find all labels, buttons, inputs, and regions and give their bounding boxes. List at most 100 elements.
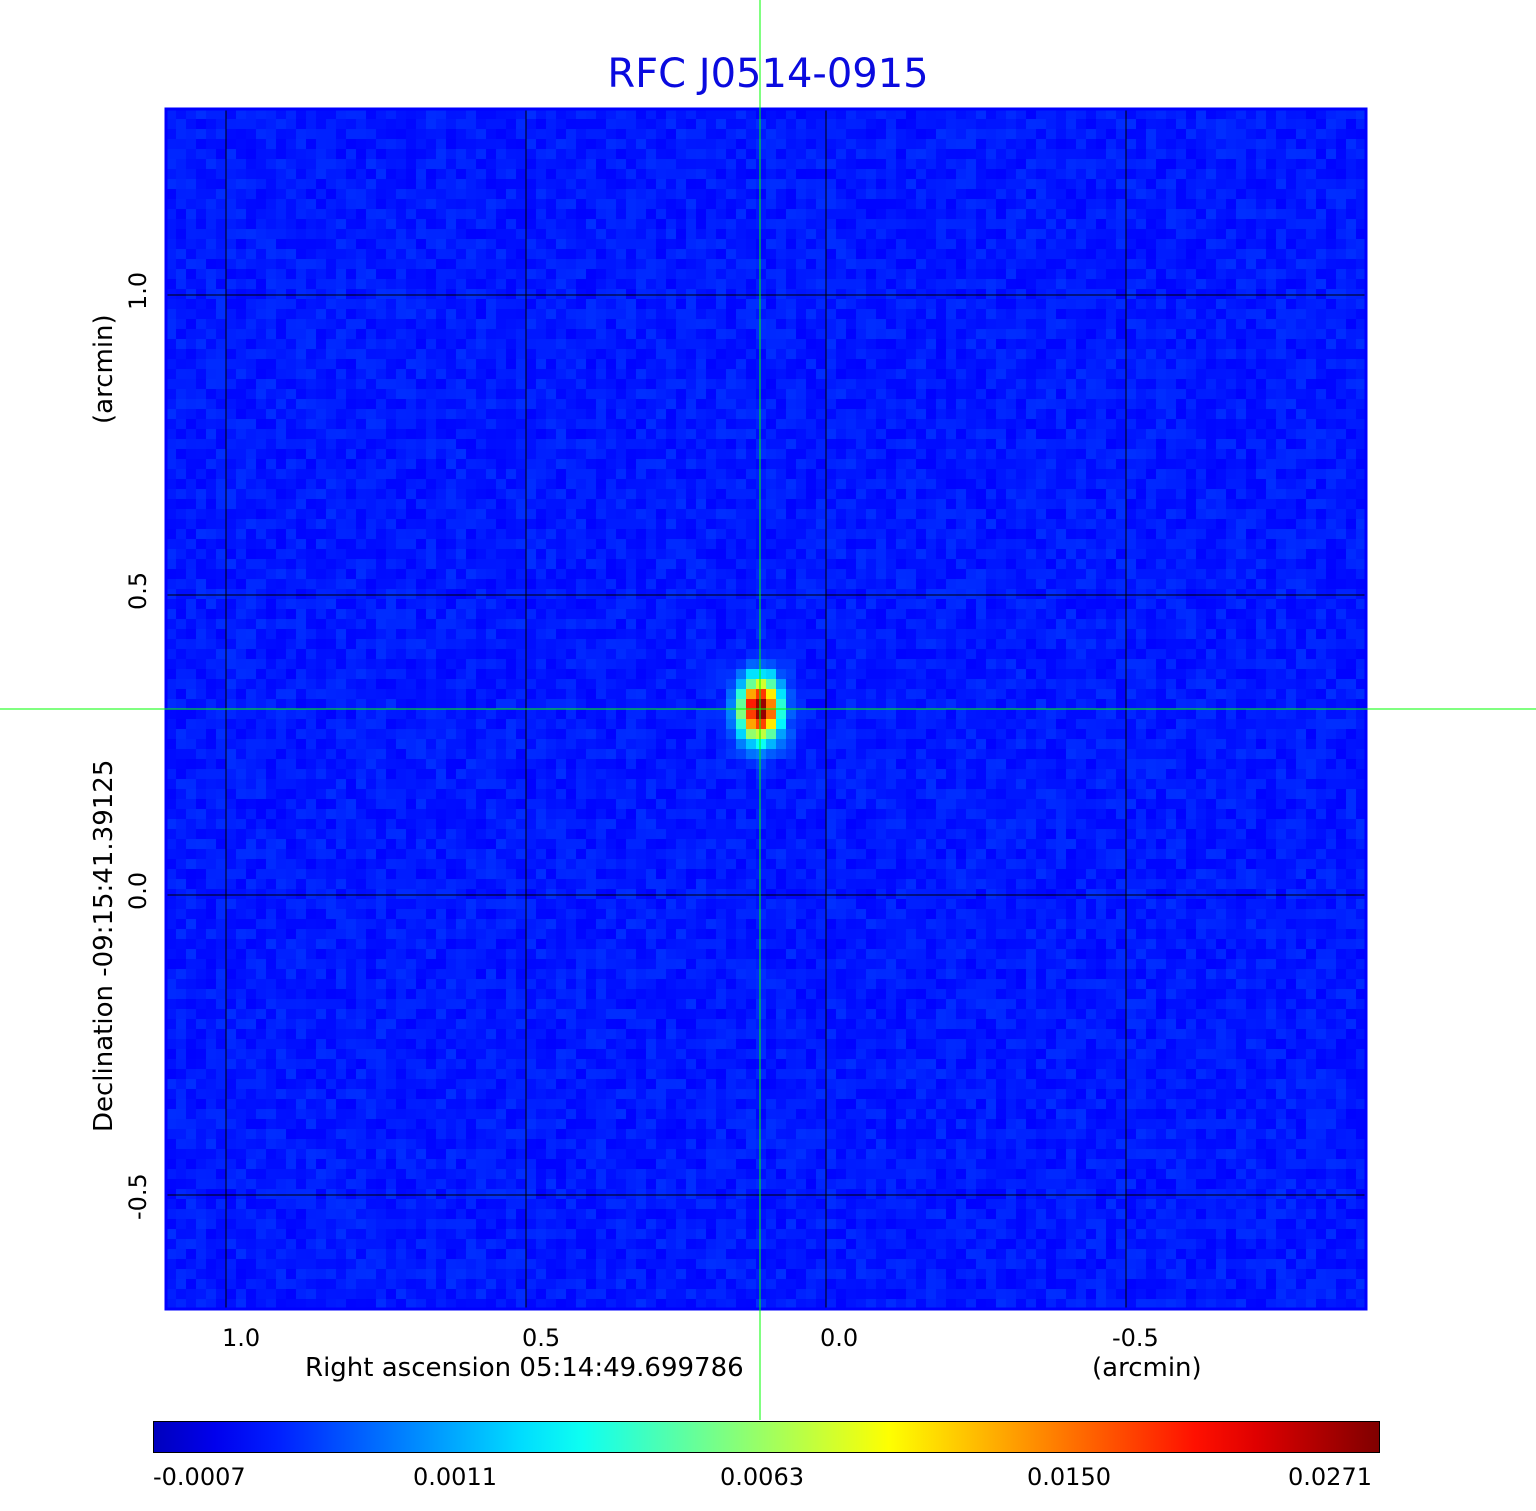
map-pixel — [446, 209, 457, 220]
map-pixel — [1116, 339, 1127, 350]
map-pixel — [1166, 139, 1177, 150]
map-pixel — [1356, 359, 1366, 370]
map-pixel — [1076, 249, 1087, 260]
map-pixel — [326, 109, 337, 120]
map-pixel — [496, 479, 507, 490]
map-pixel — [1176, 249, 1187, 260]
map-pixel — [566, 399, 577, 410]
map-pixel — [946, 419, 957, 430]
map-pixel — [1006, 359, 1017, 370]
map-pixel — [386, 269, 397, 280]
map-pixel — [1256, 389, 1267, 400]
map-pixel — [776, 189, 787, 200]
map-pixel — [776, 259, 787, 270]
map-pixel — [876, 459, 887, 470]
map-pixel — [1196, 279, 1207, 290]
map-pixel — [916, 469, 927, 480]
map-pixel — [1336, 239, 1347, 250]
map-pixel — [1326, 379, 1337, 390]
map-pixel — [796, 409, 807, 420]
map-pixel — [1096, 279, 1107, 290]
map-pixel — [326, 509, 337, 520]
map-pixel — [346, 339, 357, 350]
map-pixel — [686, 339, 697, 350]
map-pixel — [1136, 119, 1147, 130]
map-pixel — [556, 359, 567, 370]
map-pixel — [1146, 459, 1157, 470]
map-pixel — [446, 369, 457, 380]
map-pixel — [876, 349, 887, 360]
map-pixel — [516, 469, 527, 480]
map-pixel — [1076, 149, 1087, 160]
map-pixel — [916, 429, 927, 440]
map-pixel — [406, 139, 417, 150]
map-pixel — [546, 289, 557, 300]
map-pixel — [1346, 349, 1357, 360]
map-pixel — [186, 409, 197, 420]
map-pixel — [216, 169, 227, 180]
map-pixel — [1016, 179, 1027, 190]
map-pixel — [1236, 129, 1247, 140]
map-pixel — [716, 259, 727, 270]
map-pixel — [1356, 399, 1366, 410]
map-pixel — [516, 479, 527, 490]
map-pixel — [426, 209, 437, 220]
map-pixel — [1256, 299, 1267, 310]
map-pixel — [336, 119, 347, 130]
map-pixel — [1056, 489, 1067, 500]
map-pixel — [556, 269, 567, 280]
map-pixel — [616, 499, 627, 510]
map-pixel — [916, 499, 927, 510]
map-pixel — [516, 499, 527, 510]
map-pixel — [666, 389, 677, 400]
map-pixel — [676, 239, 687, 250]
map-pixel — [816, 329, 827, 340]
map-pixel — [356, 179, 367, 190]
map-pixel — [256, 379, 267, 390]
map-pixel — [276, 399, 287, 410]
map-pixel — [1076, 209, 1087, 220]
map-pixel — [1116, 439, 1127, 450]
map-pixel — [1036, 499, 1047, 510]
map-pixel — [576, 179, 587, 190]
map-pixel — [556, 289, 567, 300]
map-pixel — [546, 469, 557, 480]
map-pixel — [1126, 489, 1137, 500]
map-pixel — [226, 109, 237, 120]
map-pixel — [886, 129, 897, 140]
map-pixel — [1336, 249, 1347, 260]
map-pixel — [1016, 509, 1027, 520]
map-pixel — [466, 279, 477, 290]
map-pixel — [626, 169, 637, 180]
map-pixel — [266, 389, 277, 400]
map-pixel — [1026, 389, 1037, 400]
map-pixel — [1006, 409, 1017, 420]
map-pixel — [376, 479, 387, 490]
map-pixel — [626, 159, 637, 170]
map-pixel — [1356, 329, 1366, 340]
map-pixel — [756, 509, 767, 520]
map-pixel — [1286, 309, 1297, 320]
map-pixel — [236, 339, 247, 350]
map-pixel — [346, 369, 357, 380]
map-pixel — [566, 249, 577, 260]
map-pixel — [956, 389, 967, 400]
map-pixel — [776, 269, 787, 280]
map-pixel — [386, 339, 397, 350]
map-pixel — [756, 139, 767, 150]
map-pixel — [496, 449, 507, 460]
map-pixel — [846, 139, 857, 150]
map-pixel — [466, 179, 477, 190]
map-pixel — [1056, 379, 1067, 390]
map-pixel — [386, 149, 397, 160]
map-pixel — [906, 209, 917, 220]
map-pixel — [716, 139, 727, 150]
map-pixel — [506, 369, 517, 380]
map-pixel — [756, 499, 767, 510]
map-pixel — [466, 519, 477, 530]
map-pixel — [966, 399, 977, 410]
map-pixel — [646, 219, 657, 230]
map-pixel — [276, 259, 287, 270]
map-pixel — [1246, 439, 1257, 450]
map-pixel — [936, 139, 947, 150]
